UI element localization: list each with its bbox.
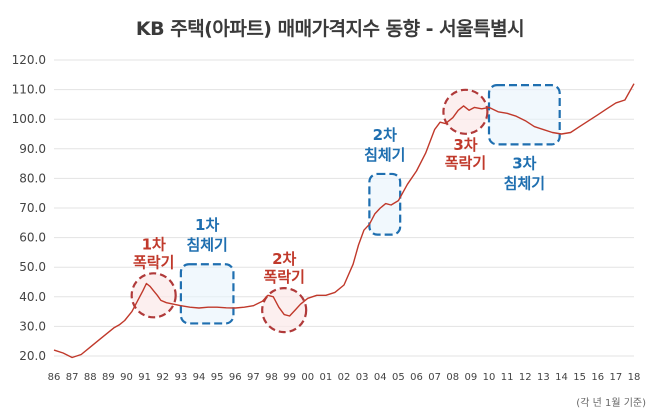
x-tick-label: 05	[392, 372, 405, 383]
x-tick-label: 92	[156, 372, 169, 383]
y-tick-label: 100.0	[12, 112, 46, 126]
x-tick-label: 95	[211, 372, 224, 383]
x-tick-label: 99	[283, 372, 296, 383]
chart-title: KB 주택(아파트) 매매가격지수 동향 - 서울특별시	[135, 18, 525, 40]
x-tick-label: 90	[120, 372, 133, 383]
y-tick-label: 110.0	[12, 83, 46, 97]
x-tick-label: 98	[265, 372, 278, 383]
series-line	[53, 83, 635, 359]
x-tick-label: 93	[175, 372, 188, 383]
x-tick-label: 02	[338, 372, 351, 383]
x-tick-label: 18	[628, 372, 641, 383]
slump-label-line2: 침체기	[186, 236, 227, 254]
x-tick-label: 01	[320, 372, 333, 383]
x-tick-label: 12	[519, 372, 532, 383]
x-tick-label: 08	[446, 372, 459, 383]
y-tick-label: 40.0	[19, 290, 46, 304]
crash-label-line1: 2차	[272, 250, 296, 268]
crash-circle	[442, 88, 489, 135]
x-tick-label: 11	[501, 372, 514, 383]
x-tick-label: 03	[356, 372, 369, 383]
slump-box	[487, 84, 561, 146]
x-tick-label: 87	[66, 372, 79, 383]
grid-layer	[54, 59, 634, 357]
chart-note: (각 년 1월 기준)	[576, 397, 646, 409]
slump-box	[179, 263, 235, 325]
x-tick-label: 06	[410, 372, 423, 383]
crash-label-line2: 폭락기	[445, 154, 486, 172]
x-tick-label: 14	[555, 372, 568, 383]
x-tick-label: 94	[193, 372, 206, 383]
slump-label-line1: 1차	[195, 216, 219, 234]
x-tick-label: 10	[483, 372, 496, 383]
x-tick-label: 15	[573, 372, 586, 383]
x-tick-label: 88	[84, 372, 97, 383]
y-tick-label: 80.0	[19, 171, 46, 185]
crash-label-line2: 폭락기	[263, 268, 304, 286]
x-tick-label: 91	[138, 372, 151, 383]
y-tick-label: 30.0	[19, 319, 46, 333]
crash-label-line1: 3차	[453, 136, 477, 154]
x-tick-label: 13	[537, 372, 550, 383]
x-tick-label: 04	[374, 372, 387, 383]
slump-label-line1: 3차	[512, 154, 536, 172]
crash-label-line2: 폭락기	[133, 253, 174, 271]
y-tick-label: 60.0	[19, 231, 46, 245]
crash-circle	[130, 272, 177, 319]
x-tick-label: 07	[428, 372, 441, 383]
x-tick-label: 96	[229, 372, 242, 383]
crash-circle	[261, 287, 308, 334]
x-tick-label: 97	[247, 372, 260, 383]
y-tick-label: 50.0	[19, 260, 46, 274]
y-tick-label: 90.0	[19, 142, 46, 156]
y-tick-label: 20.0	[19, 349, 46, 363]
series-layer	[53, 83, 635, 359]
x-tick-label: 17	[610, 372, 623, 383]
x-tick-label: 09	[465, 372, 478, 383]
x-tick-labels: 86 87 88 89 90 91 92 93 94 95 96 97 98 99 00 01 02 03 04 05…	[48, 372, 641, 383]
y-tick-label: 120.0	[12, 53, 46, 67]
y-tick-labels: 20.0 30.0 40.0 50.0 60.0 70.0 80.0 90.0 100.0 110…	[12, 53, 46, 363]
slump-label-line1: 2차	[373, 126, 397, 144]
x-tick-label: 86	[48, 372, 61, 383]
x-tick-label: 16	[591, 372, 604, 383]
slump-label-line2: 침체기	[364, 146, 405, 164]
annotation-layer	[130, 84, 561, 334]
x-tick-label: 00	[301, 372, 314, 383]
x-tick-label: 89	[102, 372, 115, 383]
slump-label-line2: 침체기	[504, 174, 545, 192]
crash-label-line1: 1차	[142, 235, 166, 253]
y-tick-label: 70.0	[19, 201, 46, 215]
